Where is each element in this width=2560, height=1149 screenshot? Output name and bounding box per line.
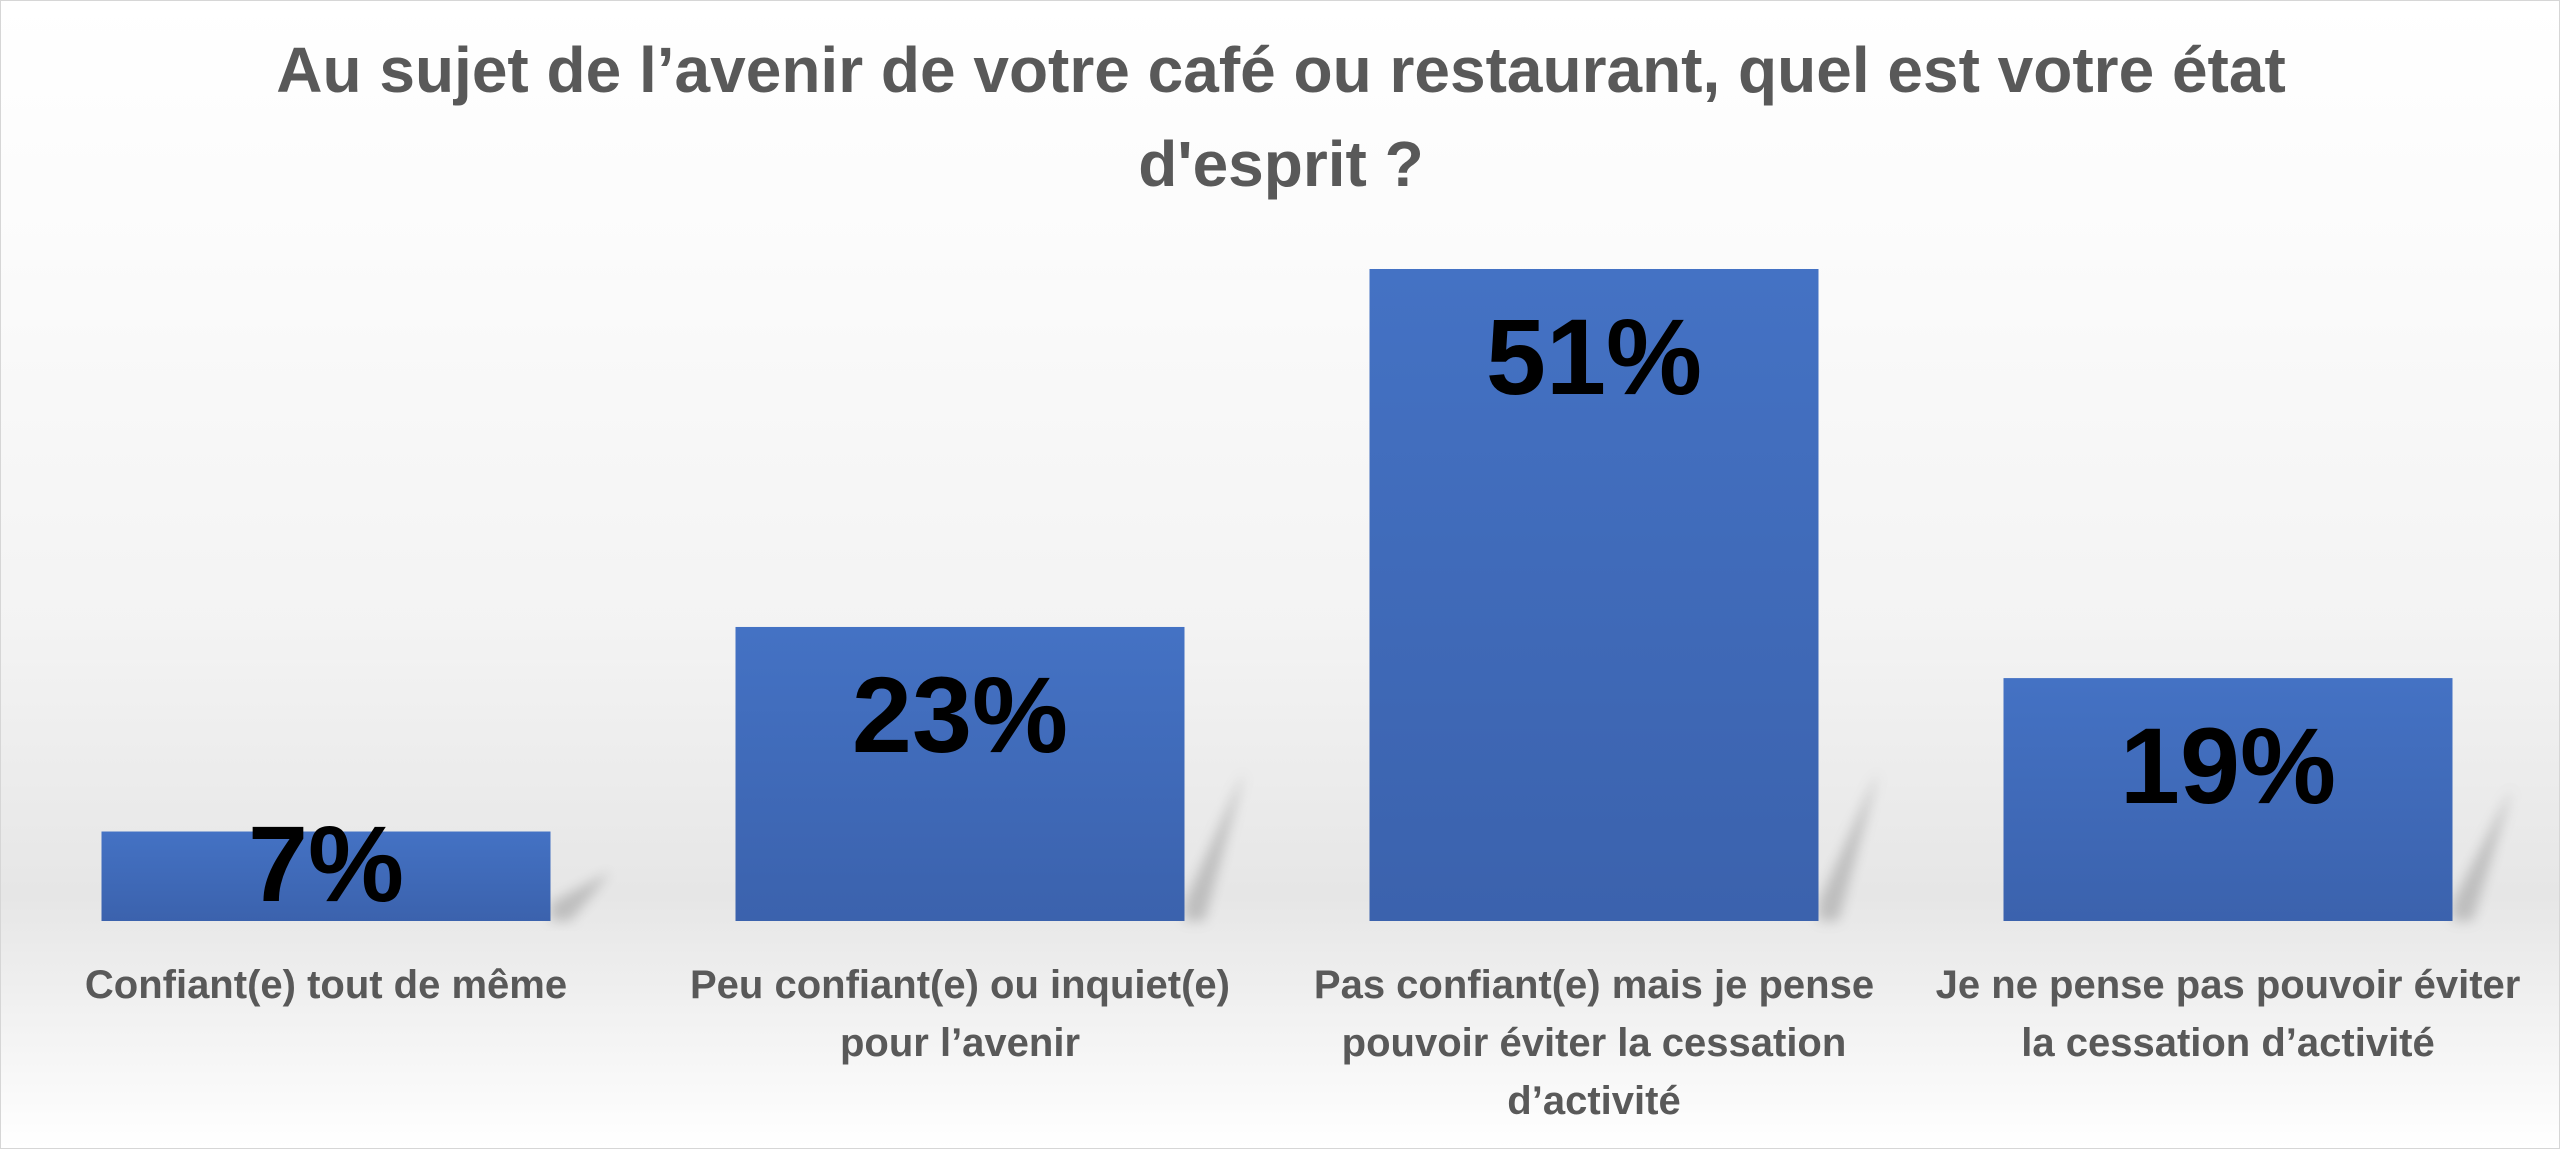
- category-label-3: Pas confiant(e) mais je pense pouvoir év…: [1313, 963, 1875, 1123]
- bar-4: [2003, 678, 2453, 921]
- bar-shadow: [2452, 787, 2513, 921]
- bars: [101, 269, 2453, 921]
- bar-shadows: [550, 771, 2513, 921]
- bar-3: [1369, 269, 1819, 921]
- data-labels: 7% 23% 51% 19%: [248, 296, 2336, 924]
- category-label-4: Je ne pense pas pouvoir éviter la cessat…: [1935, 963, 2521, 1065]
- bar-2: [735, 626, 1185, 921]
- bar-shadow: [1818, 771, 1879, 921]
- category-label-2: Peu confiant(e) ou inquiet(e) pour l’ave…: [690, 963, 1230, 1065]
- data-label-1: 7%: [248, 803, 404, 924]
- bar-shadow: [550, 871, 611, 921]
- category-label-1: Confiant(e) tout de même: [84, 963, 568, 1007]
- data-label-3: 51%: [1486, 296, 1702, 417]
- bar-shadow: [1184, 771, 1245, 921]
- data-label-2: 23%: [852, 654, 1068, 775]
- chart-title: Au sujet de l’avenir de votre café ou re…: [276, 34, 2286, 200]
- data-label-4: 19%: [2120, 705, 2336, 826]
- bar-1: [101, 831, 551, 921]
